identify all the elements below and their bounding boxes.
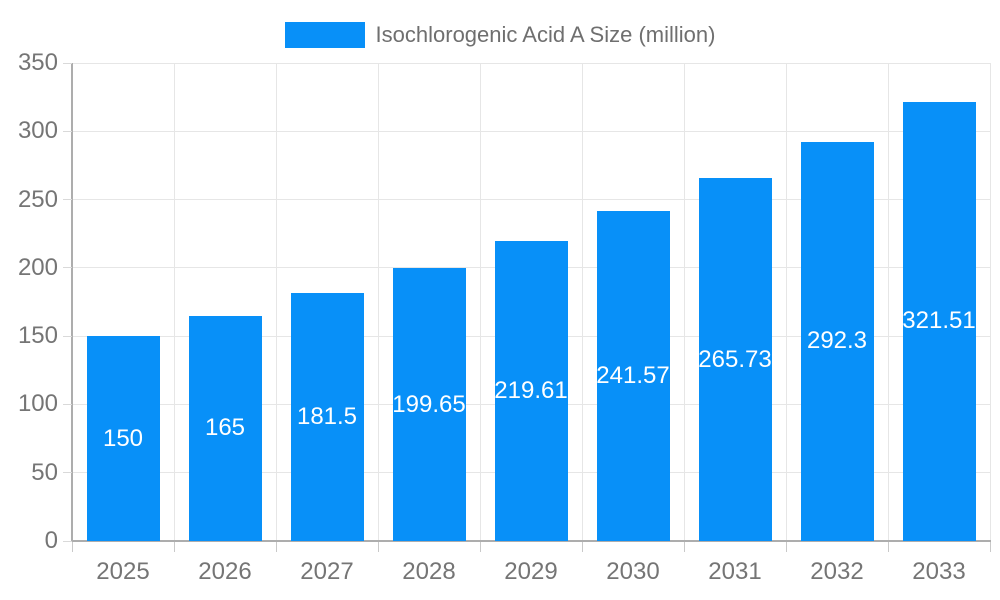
x-axis-label: 2032 [810,558,864,585]
x-tick-mark [71,542,73,552]
y-tick-mark [63,199,72,201]
y-tick-mark [63,472,72,474]
y-tick-mark [63,130,72,132]
bar-value-label: 165 [204,414,246,442]
gridline-h [72,62,990,64]
bar-2032[interactable]: 292.3 [800,141,874,541]
bar-2027[interactable]: 181.5 [290,293,364,541]
x-tick-mark [377,542,379,552]
x-tick-mark [275,542,277,552]
gridline-v [479,63,481,541]
x-axis-label: 2026 [198,558,252,585]
x-axis-label: 2030 [606,558,660,585]
bar-2026[interactable]: 165 [188,315,262,541]
x-axis-label: 2033 [912,558,966,585]
bar-value-label: 241.57 [596,362,670,390]
y-axis-label: 250 [17,185,58,213]
gridline-v [989,63,991,541]
x-axis-line [71,540,991,542]
y-axis-label: 100 [17,390,58,418]
gridline-v [785,63,787,541]
gridline-v [377,63,379,541]
x-tick-mark [887,542,889,552]
legend-swatch [284,22,365,48]
y-axis-label: 350 [17,49,58,76]
bar-2028[interactable]: 199.65 [392,268,466,541]
x-axis-label: 2031 [708,558,762,585]
gridline-v [275,63,277,541]
x-axis-label: 2027 [300,558,354,585]
y-tick-mark [63,540,72,542]
x-tick-mark [581,542,583,552]
y-axis-line [71,63,73,542]
y-axis-label: 0 [44,527,58,554]
bar-value-label: 265.73 [698,345,772,373]
gridline-v [173,63,175,541]
y-axis-label: 300 [17,117,58,145]
gridline-v [887,63,889,541]
x-tick-mark [989,542,991,552]
bar-value-label: 181.5 [296,403,358,431]
bar-2025[interactable]: 150 [86,336,160,541]
legend[interactable]: Isochlorogenic Acid A Size (million) [0,21,1000,49]
x-tick-mark [479,542,481,552]
bar-2029[interactable]: 219.61 [494,241,568,541]
bar-2033[interactable]: 321.51 [902,101,976,541]
bar-value-label: 292.3 [806,327,868,355]
bar-value-label: 150 [102,424,144,452]
x-axis-label: 2025 [96,558,150,585]
bar-2031[interactable]: 265.73 [698,178,772,541]
x-tick-mark [173,542,175,552]
y-axis-label: 150 [17,322,58,350]
bar-value-label: 321.51 [902,307,976,335]
y-tick-mark [63,62,72,64]
gridline-h [72,199,990,201]
x-axis-label: 2028 [402,558,456,585]
gridline-v [581,63,583,541]
gridline-h [72,130,990,132]
bar-2030[interactable]: 241.57 [596,211,670,541]
bar-value-label: 219.61 [494,377,568,405]
y-tick-mark [63,267,72,269]
x-axis-label: 2029 [504,558,558,585]
y-axis-label: 50 [31,458,58,486]
y-axis-label: 200 [17,253,58,281]
plot-area: 150 165 181.5 199.65 219.61 241.57 265.73 292.3… [71,62,991,542]
bar-value-label: 199.65 [392,390,466,418]
x-tick-mark [683,542,685,552]
x-tick-mark [785,542,787,552]
legend-label: Isochlorogenic Acid A Size (million) [375,22,716,47]
y-tick-mark [63,403,72,405]
y-tick-mark [63,335,72,337]
gridline-v [683,63,685,541]
